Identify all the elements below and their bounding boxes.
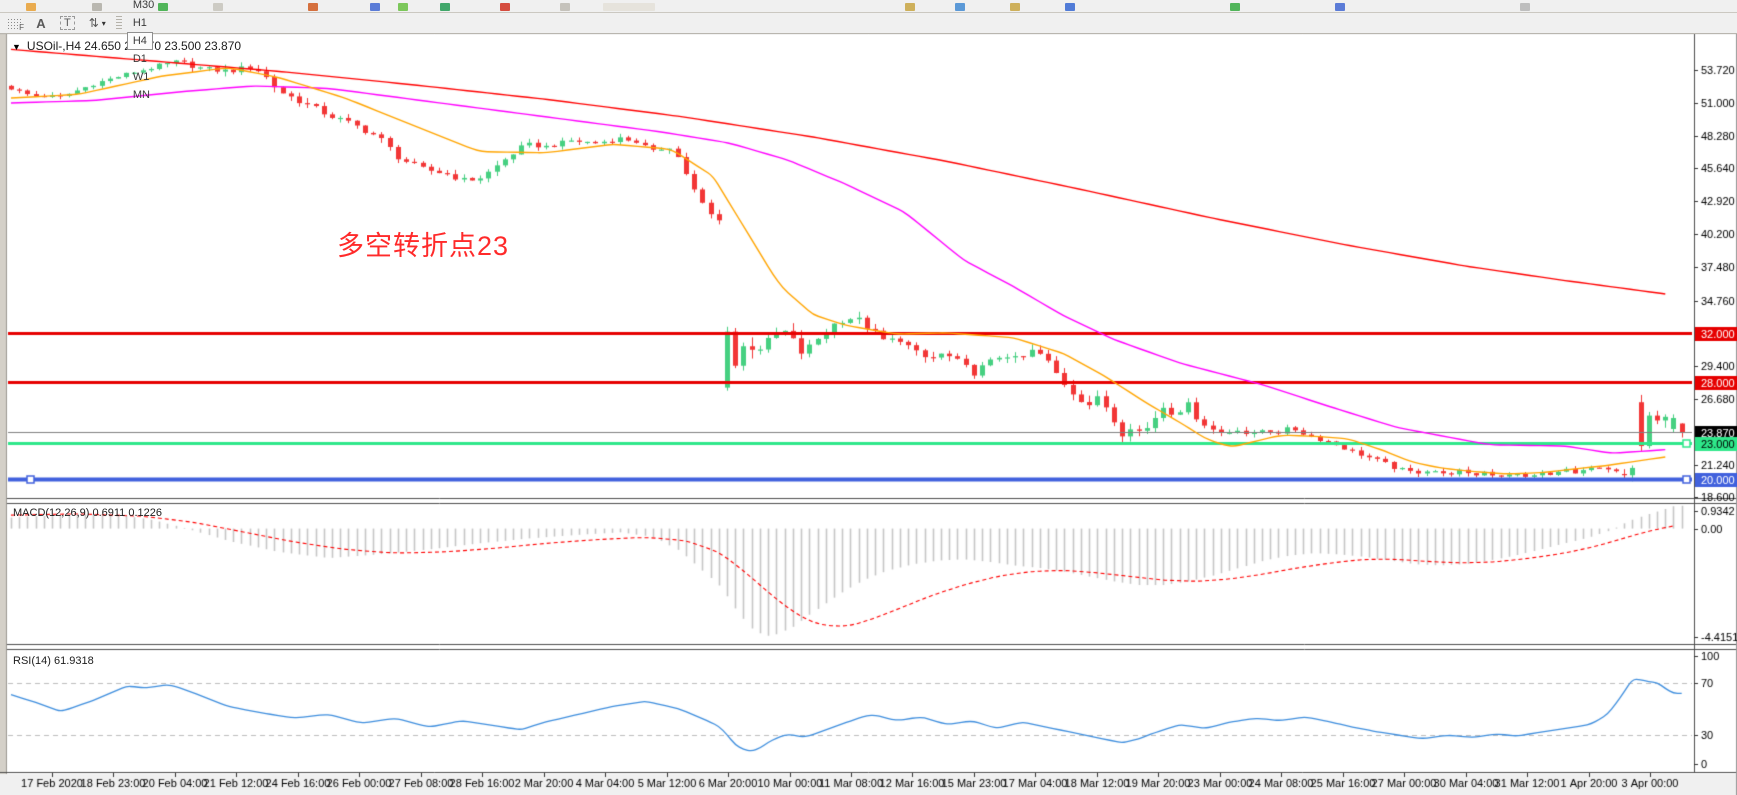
timeframe-button-H1[interactable]: H1 [127,14,153,32]
toolbar-icon[interactable] [213,3,223,11]
toolbar-icon[interactable] [955,3,965,11]
toolbar-icon[interactable] [1010,3,1020,11]
toolbar-icon[interactable] [92,3,102,11]
toolbar-icon[interactable] [1335,3,1345,11]
timeframe-button-M30[interactable]: M30 [127,0,160,14]
timeframe-button-H4[interactable]: H4 [126,32,153,50]
toolbar-icon[interactable] [603,3,655,11]
timeframe-group: M1M5M15M30H1H4D1W1MN [126,0,161,104]
timeframe-button-W1[interactable]: W1 [127,68,156,86]
text-a-icon: A [36,15,46,31]
toolbar-icon[interactable] [560,3,570,11]
toolbar-icon[interactable] [308,3,318,11]
toolbar-icon[interactable] [440,3,450,11]
toolbar-icon[interactable] [370,3,380,11]
toolbar-icon[interactable] [1520,3,1530,11]
toolbar-icon[interactable] [158,3,168,11]
toolbar-icon[interactable] [1230,3,1240,11]
top-toolbar-partial [0,0,1737,13]
chevron-down-icon: ▾ [101,18,106,28]
toolbar-icon[interactable] [398,3,408,11]
toolbar-icon[interactable] [1065,3,1075,11]
arrows-icon: ⇅ [88,16,99,30]
toolbar-icon[interactable] [905,3,915,11]
timeframe-button-MN[interactable]: MN [127,86,156,104]
timeframe-button-D1[interactable]: D1 [127,50,153,68]
crosshair-grid-button[interactable]: F [1,14,28,32]
text-label-icon: T [60,16,75,30]
text-tool-button[interactable]: A [30,14,52,32]
toolbar-icon[interactable] [500,3,510,11]
toolbar-grip[interactable] [115,16,122,30]
arrows-tool-button[interactable]: ⇅ ▾ [83,14,112,32]
text-label-tool-button[interactable]: T [54,14,81,32]
toolbar-icon[interactable] [26,3,36,11]
chart-toolbar: F A T ⇅ ▾ M1M5M15M30H1H4D1W1MN [0,0,1737,101]
dotted-grid-icon: F [7,17,24,32]
